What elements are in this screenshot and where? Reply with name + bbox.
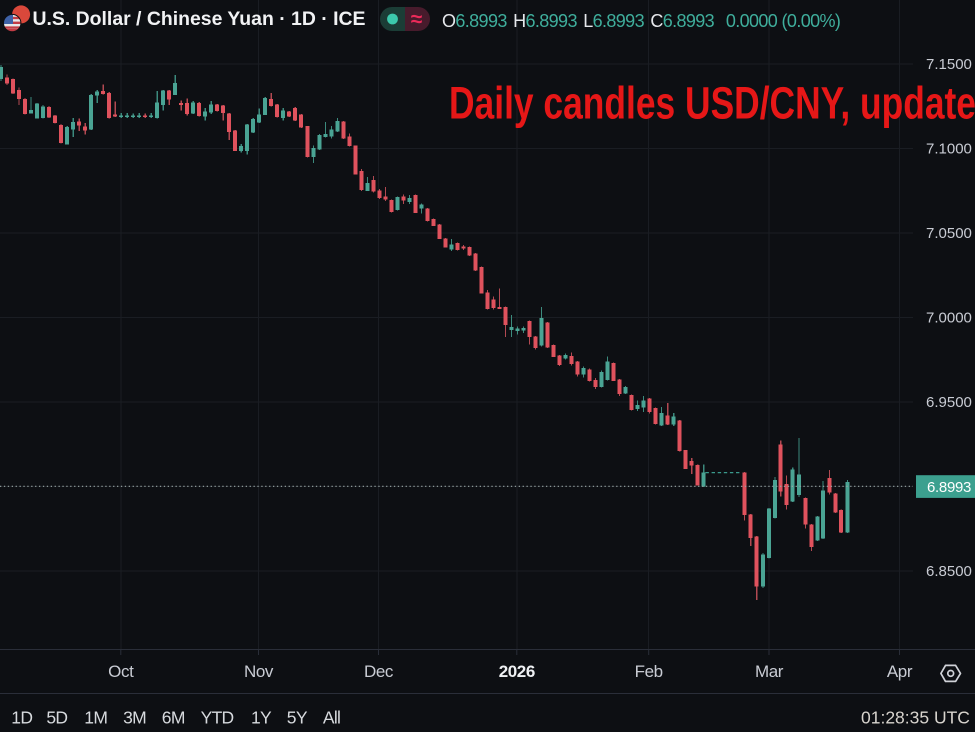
- svg-text:Nov: Nov: [244, 662, 274, 681]
- svg-text:5Y: 5Y: [287, 708, 308, 728]
- svg-text:All: All: [323, 708, 340, 728]
- svg-text:Oct: Oct: [108, 662, 134, 681]
- svg-text:6M: 6M: [162, 708, 185, 728]
- svg-text:1Y: 1Y: [251, 708, 272, 728]
- svg-text:1D: 1D: [11, 708, 32, 728]
- svg-text:6.8500: 6.8500: [926, 563, 972, 580]
- svg-text:6.9500: 6.9500: [926, 394, 972, 411]
- svg-text:Apr: Apr: [887, 662, 913, 681]
- svg-text:Daily candles USD/CNY, update: Daily candles USD/CNY, update: [449, 78, 975, 129]
- svg-text:7.1500: 7.1500: [926, 56, 972, 73]
- svg-text:U.S. Dollar / Chinese Yuan · 1: U.S. Dollar / Chinese Yuan · 1D · ICE: [33, 9, 366, 30]
- svg-text:7.0500: 7.0500: [926, 225, 972, 242]
- svg-text:3M: 3M: [123, 708, 146, 728]
- svg-text:Feb: Feb: [635, 662, 663, 681]
- svg-text:01:28:35 UTC: 01:28:35 UTC: [861, 708, 970, 728]
- svg-text:7.0000: 7.0000: [926, 310, 972, 327]
- svg-text:O6.8993 H6.8993 L6.8993 C6.899: O6.8993 H6.8993 L6.8993 C6.8993 0.0000 (…: [442, 11, 840, 31]
- svg-text:≈: ≈: [411, 8, 423, 31]
- svg-text:7.1000: 7.1000: [926, 141, 972, 158]
- svg-text:1M: 1M: [84, 708, 107, 728]
- svg-text:Mar: Mar: [755, 662, 784, 681]
- svg-text:6.8993: 6.8993: [927, 479, 971, 496]
- svg-text:2026: 2026: [499, 662, 535, 681]
- svg-text:5D: 5D: [46, 708, 67, 728]
- svg-text:Dec: Dec: [364, 662, 394, 681]
- svg-text:YTD: YTD: [201, 708, 234, 728]
